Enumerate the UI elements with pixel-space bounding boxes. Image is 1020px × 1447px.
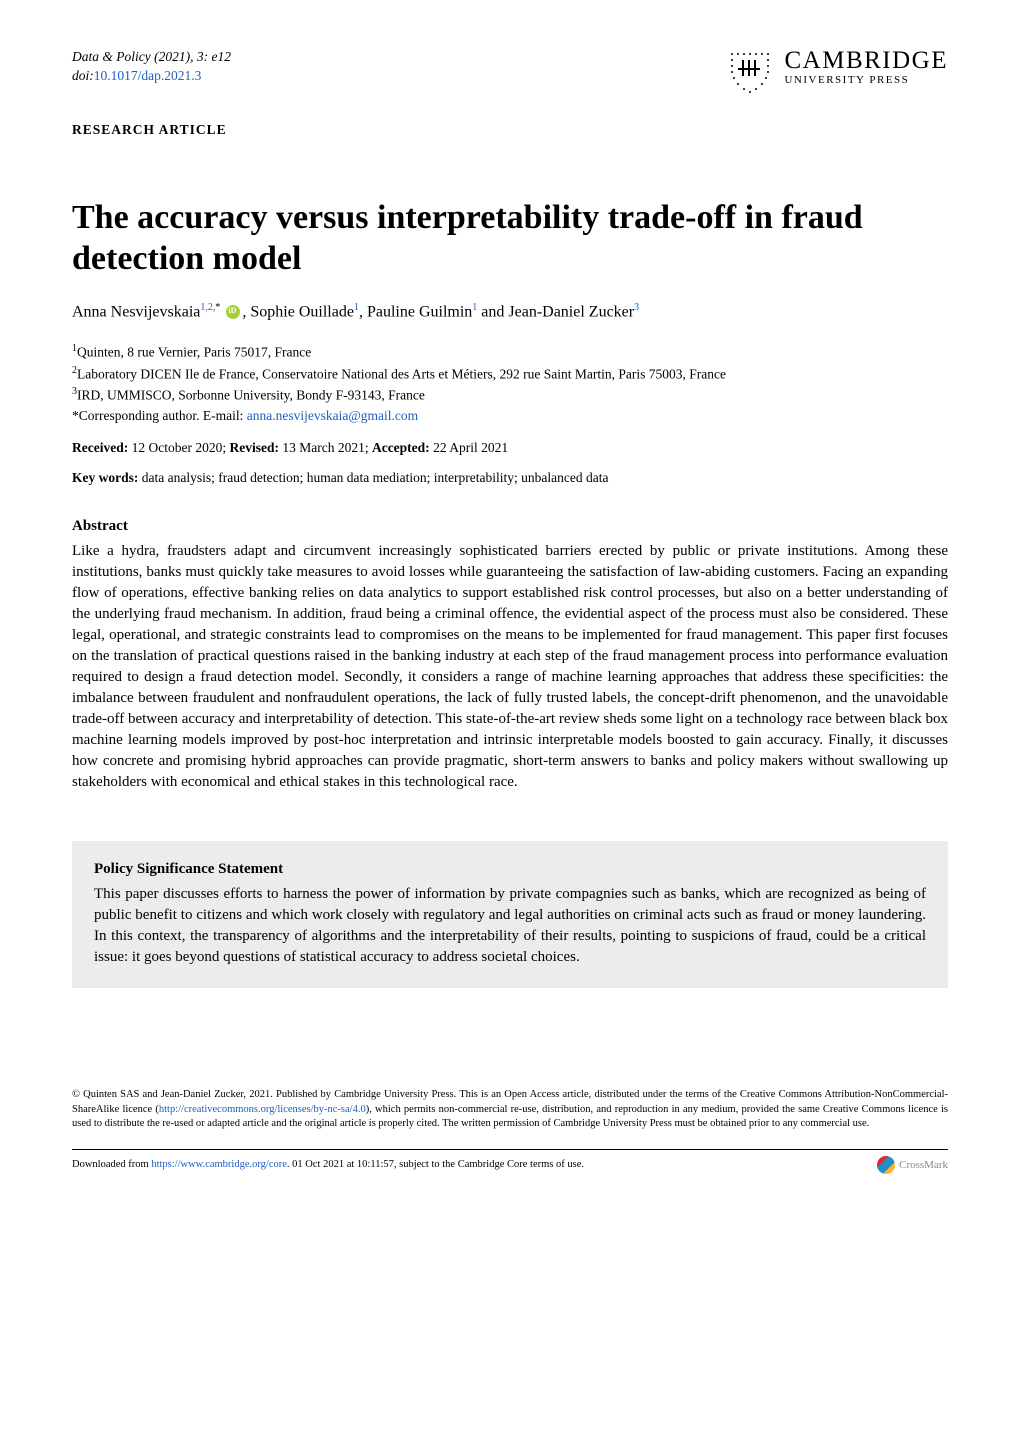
- license-link[interactable]: http://creativecommons.org/licenses/by-n…: [159, 1104, 366, 1115]
- revised-label: Revised:: [229, 440, 279, 455]
- article-dates: Received: 12 October 2020; Revised: 13 M…: [72, 440, 948, 456]
- publisher-name: CAMBRIDGE: [784, 48, 948, 73]
- publisher-text: CAMBRIDGE UNIVERSITY PRESS: [784, 48, 948, 86]
- download-link[interactable]: https://www.cambridge.org/core: [151, 1159, 287, 1170]
- header-row: Data & Policy (2021), 3: e12 doi:10.1017…: [72, 48, 948, 98]
- download-pre: Downloaded from: [72, 1159, 151, 1170]
- author-1: Anna Nesvijevskaia: [72, 303, 200, 320]
- author-4: and Jean-Daniel Zucker: [477, 303, 634, 320]
- footer: Downloaded from https://www.cambridge.or…: [72, 1149, 948, 1174]
- publisher-logo: CAMBRIDGE UNIVERSITY PRESS: [724, 48, 948, 98]
- corresponding-email[interactable]: anna.nesvijevskaia@gmail.com: [247, 408, 418, 423]
- policy-heading: Policy Significance Statement: [94, 861, 926, 878]
- keywords: Key words: data analysis; fraud detectio…: [72, 470, 948, 486]
- affil-1: Quinten, 8 rue Vernier, Paris 75017, Fra…: [77, 344, 311, 359]
- author-4-affil: 3: [634, 302, 639, 313]
- policy-text: This paper discusses efforts to harness …: [94, 884, 926, 968]
- journal-info: Data & Policy (2021), 3: e12 doi:10.1017…: [72, 48, 231, 86]
- crossmark-badge[interactable]: CrossMark: [877, 1156, 948, 1174]
- policy-box: Policy Significance Statement This paper…: [72, 841, 948, 988]
- corresponding-label: *Corresponding author. E-mail:: [72, 408, 247, 423]
- keywords-label: Key words:: [72, 470, 138, 485]
- copyright: © Quinten SAS and Jean-Daniel Zucker, 20…: [72, 1088, 948, 1131]
- abstract-heading: Abstract: [72, 518, 948, 535]
- authors-line: Anna Nesvijevskaia1,2,* , Sophie Ouillad…: [72, 302, 948, 321]
- author-1-star: *: [215, 302, 220, 313]
- article-type: RESEARCH ARTICLE: [72, 122, 948, 138]
- doi-link[interactable]: 10.1017/dap.2021.3: [94, 68, 202, 83]
- doi-prefix: doi:: [72, 68, 94, 83]
- affiliations: 1Quinten, 8 rue Vernier, Paris 75017, Fr…: [72, 341, 948, 427]
- author-3: , Pauline Guilmin: [359, 303, 472, 320]
- revised-date: 13 March 2021;: [279, 440, 372, 455]
- received-date: 12 October 2020;: [128, 440, 229, 455]
- download-info: Downloaded from https://www.cambridge.or…: [72, 1159, 584, 1170]
- author-1-affil: 1,2,: [200, 302, 215, 313]
- publisher-sub: UNIVERSITY PRESS: [784, 75, 948, 86]
- journal-year: 2021: [159, 49, 186, 64]
- affil-2: Laboratory DICEN Ile de France, Conserva…: [77, 366, 726, 381]
- journal-name: Data & Policy: [72, 49, 151, 64]
- journal-volume: 3: e12: [197, 49, 231, 64]
- affil-3: IRD, UMMISCO, Sorbonne University, Bondy…: [77, 388, 425, 403]
- author-2: , Sophie Ouillade: [242, 303, 354, 320]
- crossmark-label: CrossMark: [899, 1159, 948, 1171]
- received-label: Received:: [72, 440, 128, 455]
- keywords-text: data analysis; fraud detection; human da…: [138, 470, 608, 485]
- orcid-icon[interactable]: [226, 305, 240, 319]
- crossmark-icon: [877, 1156, 895, 1174]
- abstract-text: Like a hydra, fraudsters adapt and circu…: [72, 541, 948, 793]
- accepted-date: 22 April 2021: [430, 440, 508, 455]
- download-post: . 01 Oct 2021 at 10:11:57, subject to th…: [287, 1159, 584, 1170]
- accepted-label: Accepted:: [372, 440, 430, 455]
- article-title: The accuracy versus interpretability tra…: [72, 198, 948, 280]
- cambridge-shield-icon: [724, 48, 774, 98]
